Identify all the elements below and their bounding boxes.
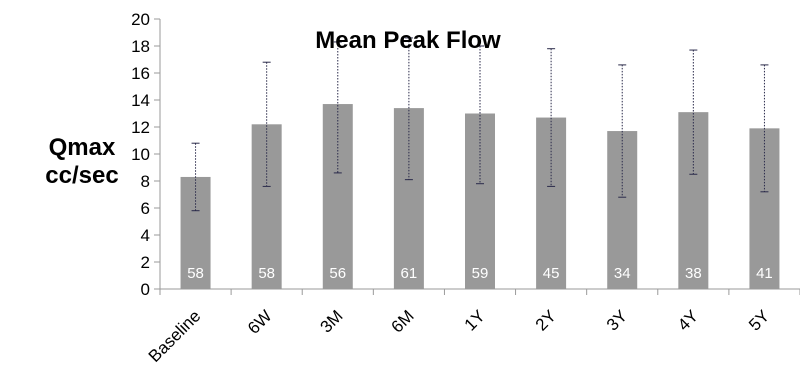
bar-data-label: 41 — [756, 265, 773, 282]
x-tick-label: 6W — [244, 306, 275, 337]
y-tick-label: 14 — [131, 91, 150, 110]
y-tick-label: 12 — [131, 118, 150, 137]
x-tick-label: 3Y — [603, 306, 631, 334]
x-tick-label: Baseline — [145, 306, 205, 366]
x-tick-label: 6M — [388, 306, 418, 336]
bar-data-label: 38 — [685, 265, 702, 282]
y-axis-label-line-1: Qmax — [48, 134, 116, 161]
x-tick-label: 1Y — [461, 306, 489, 334]
y-tick-label: 4 — [141, 226, 150, 245]
bar-data-label: 34 — [614, 265, 631, 282]
bar — [607, 131, 638, 289]
y-tick-label: 8 — [141, 172, 150, 191]
bar — [322, 104, 353, 289]
bar — [251, 124, 282, 289]
y-tick-label: 10 — [131, 145, 150, 164]
chart-title: Mean Peak Flow — [315, 27, 501, 54]
x-tick-label: 4Y — [674, 306, 702, 334]
bar-data-label: 58 — [258, 265, 275, 282]
bar-data-label: 58 — [187, 265, 204, 282]
bar — [536, 117, 567, 289]
y-tick-label: 20 — [131, 10, 150, 29]
y-tick-label: 2 — [141, 253, 150, 272]
y-tick-label: 18 — [131, 37, 150, 56]
y-axis-label-line-2: cc/sec — [45, 162, 119, 189]
x-tick-label: 3M — [316, 306, 346, 336]
bar-data-label: 56 — [329, 265, 346, 282]
y-tick-label: 0 — [141, 280, 150, 299]
x-tick-label: 2Y — [532, 306, 560, 334]
y-axis-label: Qmax cc/sec — [12, 134, 152, 190]
bar-data-label: 61 — [401, 265, 418, 282]
y-tick-label: 6 — [141, 199, 150, 218]
bar-data-label: 59 — [472, 265, 489, 282]
bar — [678, 112, 709, 290]
y-tick-label: 16 — [131, 64, 150, 83]
bar-data-label: 45 — [543, 265, 560, 282]
x-tick-label: 5Y — [745, 306, 773, 334]
